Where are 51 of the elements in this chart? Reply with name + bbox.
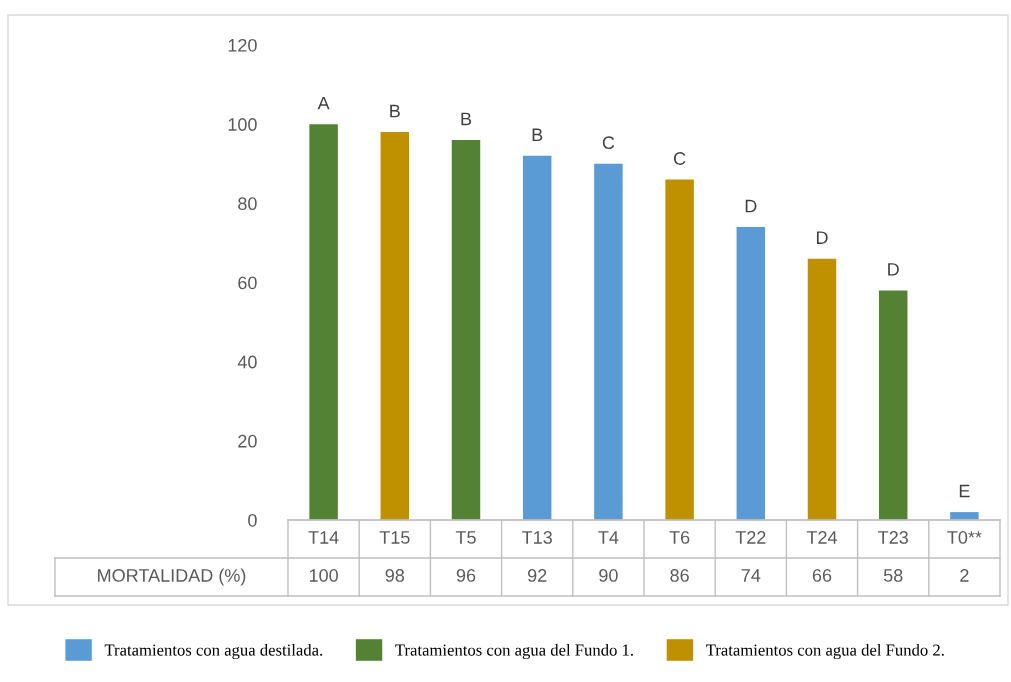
x-tick-label: T4 [598, 531, 619, 544]
legend-label: Tratamientos con agua destilada. [104, 643, 323, 660]
bar [594, 163, 623, 520]
annotation: B [461, 112, 472, 126]
bar [522, 155, 552, 520]
x-tick-label: T22 [735, 531, 766, 544]
bar [736, 227, 766, 520]
data-label: 96 [456, 569, 476, 582]
data-label: 100 [309, 569, 338, 582]
x-tick-label: T23 [878, 531, 908, 544]
data-label: 98 [385, 569, 405, 582]
annotation: A [317, 96, 330, 110]
data-label: 66 [812, 569, 832, 582]
data-label: 90 [599, 569, 618, 582]
data-label: 58 [883, 569, 903, 582]
text: MORTALIDAD (%) [98, 568, 246, 586]
bar [309, 124, 338, 520]
bar [950, 512, 979, 520]
bar [878, 290, 908, 520]
y-tick-label: 40 [237, 355, 257, 369]
x-tick-label: T5 [455, 531, 476, 544]
annotation: D [745, 199, 757, 213]
data-label: 86 [670, 569, 689, 582]
y-tick-label: 120 [228, 38, 257, 52]
legend-label: Tratamientos con agua del Fundo 2. [706, 643, 944, 660]
legend-label: Tratamientos con agua del Fundo 1. [395, 643, 633, 660]
x-tick-label: T14 [308, 531, 339, 544]
annotation: C [674, 152, 686, 165]
data-label: 74 [741, 569, 761, 582]
y-tick-label: 20 [238, 434, 257, 448]
annotation: D [816, 231, 828, 244]
data-label: 2 [960, 569, 969, 582]
data-label: 92 [528, 569, 547, 582]
annotation: E [959, 484, 970, 498]
x-tick-label: T0** [947, 531, 982, 544]
annotation: B [390, 104, 400, 118]
bar [380, 132, 410, 520]
x-tick-label: T13 [522, 531, 552, 544]
y-tick-label: 100 [228, 118, 257, 131]
x-tick-label: T6 [669, 531, 690, 544]
y-tick-label: 60 [238, 276, 257, 290]
bar [451, 140, 481, 520]
annotation: D [888, 263, 899, 276]
x-tick-label: T24 [806, 531, 838, 544]
y-tick-label: 80 [238, 197, 257, 211]
bar [807, 258, 837, 520]
y-tick-label: 0 [248, 513, 257, 527]
annotation: B [532, 128, 543, 141]
bar [665, 179, 694, 520]
annotation: C [602, 136, 615, 150]
x-tick-label: T15 [379, 531, 410, 544]
